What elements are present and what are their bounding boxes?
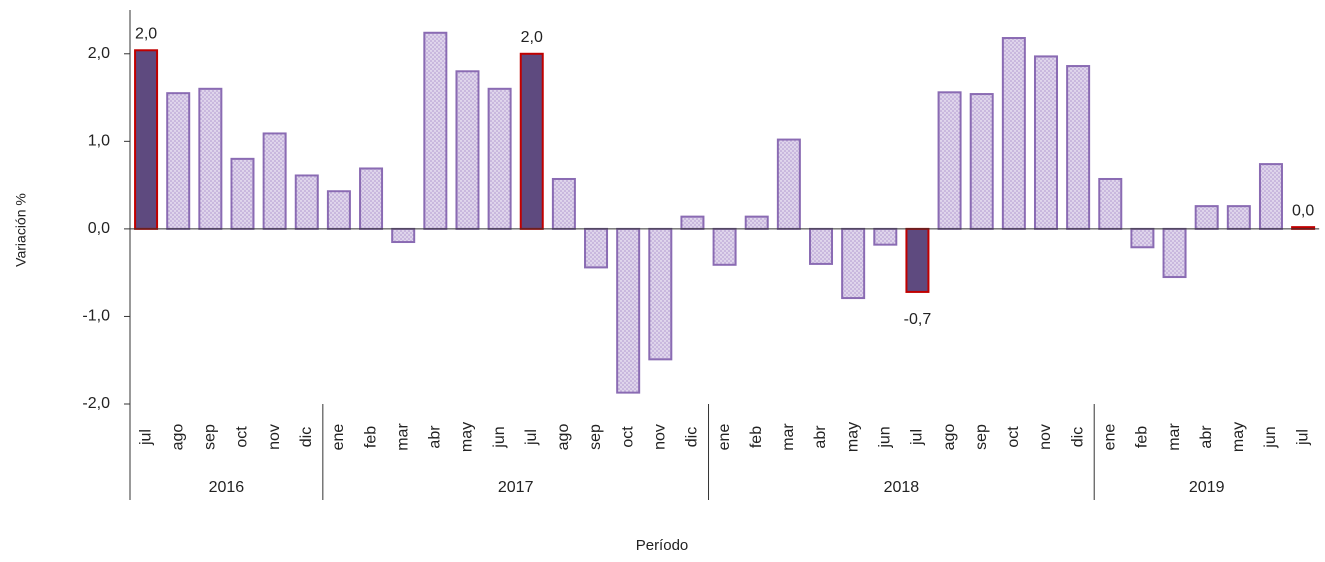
x-tick-label: ago	[555, 424, 572, 451]
value-label: 2,0	[521, 29, 543, 46]
x-tick-label: sep	[202, 424, 219, 450]
x-tick-label: oct	[234, 426, 251, 448]
bar	[905, 227, 930, 293]
x-tick-label: jul	[1294, 429, 1311, 446]
x-tick-label: ene	[330, 424, 347, 451]
x-tick-label: sep	[587, 424, 604, 450]
x-tick-label: dic	[1069, 427, 1086, 447]
value-label: 2,0	[135, 25, 157, 42]
bar	[937, 91, 962, 230]
x-tick-label: mar	[1166, 423, 1183, 451]
x-tick-label: mar	[780, 423, 797, 451]
bar	[712, 227, 737, 266]
bar	[1066, 65, 1091, 230]
bar	[294, 174, 319, 230]
bar	[230, 157, 255, 230]
bar	[198, 87, 223, 230]
bar	[969, 93, 994, 230]
bar	[423, 31, 448, 230]
x-tick-label: sep	[973, 424, 990, 450]
x-tick-label: ene	[716, 424, 733, 451]
bar	[616, 227, 641, 394]
bar	[1258, 163, 1283, 230]
bar	[326, 190, 351, 230]
bar	[1130, 227, 1155, 249]
x-tick-label: feb	[362, 426, 379, 448]
group-label: 2019	[1189, 479, 1225, 496]
bar	[262, 132, 287, 230]
x-tick-label: abr	[812, 425, 829, 449]
bar	[487, 87, 512, 230]
y-tick-label: 1,0	[88, 133, 110, 150]
y-tick-label: -1,0	[82, 308, 110, 325]
bar	[776, 138, 801, 230]
bar	[519, 52, 544, 230]
bar	[873, 227, 898, 246]
x-tick-label: abr	[1198, 425, 1215, 449]
bar	[134, 49, 159, 230]
x-tick-label: jun	[491, 426, 508, 448]
bar	[391, 227, 416, 244]
y-tick-label: 0,0	[88, 220, 110, 237]
x-tick-label: jul	[137, 429, 154, 446]
group-label: 2016	[209, 479, 245, 496]
bar	[1226, 205, 1251, 230]
y-axis-title: Variación %	[13, 193, 29, 267]
bar	[551, 177, 576, 230]
x-tick-label: mar	[394, 423, 411, 451]
x-tick-label: ene	[1101, 424, 1118, 451]
value-label: -0,7	[904, 311, 932, 328]
x-tick-label: oct	[619, 426, 636, 448]
x-tick-label: oct	[1005, 426, 1022, 448]
bar	[1194, 205, 1219, 230]
y-tick-label: -2,0	[82, 395, 110, 412]
x-tick-label: dic	[684, 427, 701, 447]
x-tick-label: abr	[427, 425, 444, 449]
x-tick-label: jul	[523, 429, 540, 446]
x-tick-label: jun	[877, 426, 894, 448]
bar	[809, 227, 834, 265]
group-label: 2017	[498, 479, 534, 496]
x-tick-label: ago	[169, 424, 186, 451]
x-tick-label: feb	[748, 426, 765, 448]
bar	[1001, 37, 1026, 230]
x-tick-label: nov	[266, 424, 283, 450]
x-tick-label: jun	[1262, 426, 1279, 448]
bar	[1098, 177, 1123, 230]
bar	[166, 92, 191, 230]
bar	[1162, 227, 1187, 279]
bar	[648, 227, 673, 361]
group-label: 2018	[884, 479, 920, 496]
x-tick-label: nov	[1037, 424, 1054, 450]
bar	[455, 70, 480, 230]
x-tick-label: jul	[909, 429, 926, 446]
bar	[744, 215, 769, 230]
x-tick-label: may	[1230, 422, 1247, 452]
x-tick-label: dic	[298, 427, 315, 447]
value-label: 0,0	[1292, 202, 1314, 219]
x-tick-label: feb	[1134, 426, 1151, 448]
bar	[584, 227, 609, 269]
y-tick-label: 2,0	[88, 45, 110, 62]
bar	[1033, 55, 1058, 230]
x-tick-label: ago	[941, 424, 958, 451]
x-axis-title: Período	[636, 537, 689, 554]
x-tick-label: may	[459, 422, 476, 452]
x-tick-label: may	[844, 422, 861, 452]
x-tick-label: nov	[652, 424, 669, 450]
bar	[680, 215, 705, 230]
bar	[359, 167, 384, 230]
bar	[841, 227, 866, 300]
